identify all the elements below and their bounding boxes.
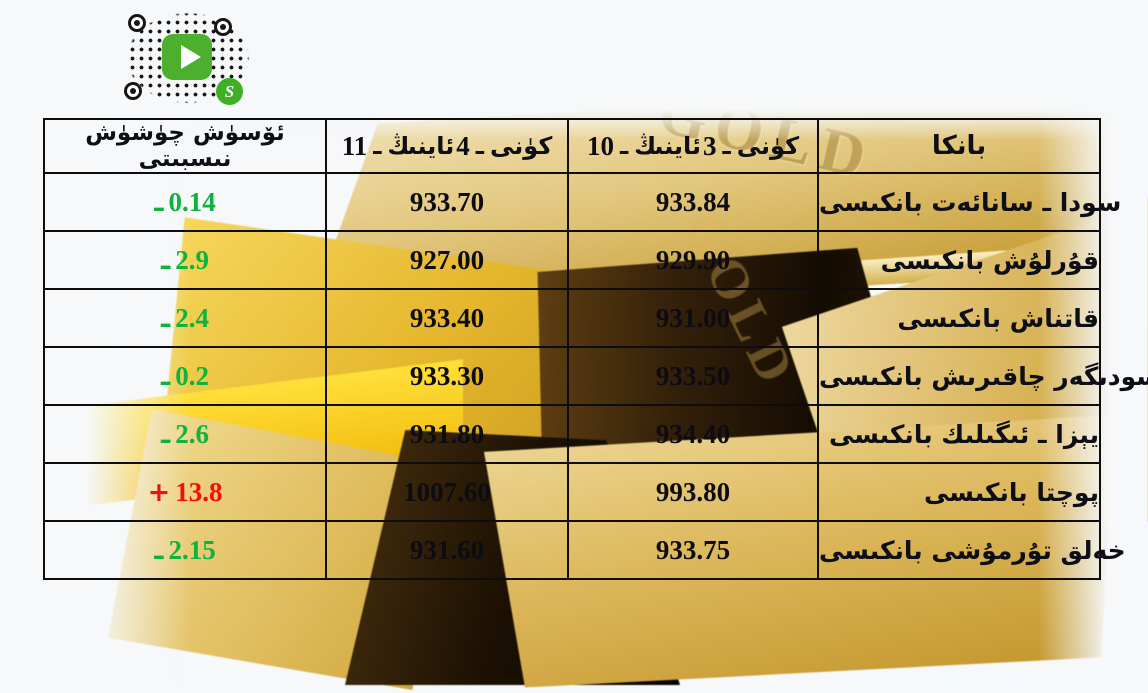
old-price-cell: 931.00	[567, 288, 819, 348]
table-row: ـ 0.14 933.70 933.84 سودا ـ سانائەت بانكى…	[43, 172, 1121, 232]
table-row: ـ 2.9 927.00 929.90 قۇرلۇش بانكىسى	[43, 230, 1101, 290]
play-button-logo-icon	[162, 34, 212, 80]
qr-eye-icon	[128, 14, 146, 32]
new-price-cell: 931.80	[325, 404, 569, 464]
new-price-cell: 933.70	[325, 172, 569, 232]
change-cell: ـ 2.6	[43, 404, 327, 464]
new-price-cell: 933.30	[325, 346, 569, 406]
bank-cell: يېزا ـ ئىگىلىك بانكىسى	[817, 404, 1101, 464]
change-cell: ـ 2.9	[43, 230, 327, 290]
old-price-cell: 933.75	[567, 520, 819, 580]
new-price-cell: 931.60	[325, 520, 569, 580]
new-price-cell: 1007.60	[325, 462, 569, 522]
table-row: ـ 2.4 933.40 931.00 قاتناش بانكىسى	[43, 288, 1101, 348]
old-price-cell: 933.50	[567, 346, 819, 406]
old-price-cell: 934.40	[567, 404, 819, 464]
bank-cell: قاتناش بانكىسى	[817, 288, 1101, 348]
old-price-cell: 993.80	[567, 462, 819, 522]
change-cell: ـ 2.15	[43, 520, 327, 580]
header-change-ratio: ئۆسۈش چۈشۈش نىسبىتى	[43, 118, 327, 174]
new-price-cell: 927.00	[325, 230, 569, 290]
change-cell: ـ 2.4	[43, 288, 327, 348]
table-row: +13.8 1007.60 993.80 پوچتا بانكىسى	[43, 462, 1101, 522]
table-row: ـ 0.2 933.30 933.50 سودىگەر چاقىرىش بانكى…	[43, 346, 1148, 406]
header-old-date: 10 ـ ئاينىڭ 3 ـ كۈنى	[567, 118, 819, 174]
change-cell: ـ 0.2	[43, 346, 327, 406]
mini-program-qr-code: S	[112, 2, 264, 114]
bank-cell: پوچتا بانكىسى	[817, 462, 1101, 522]
header-new-date: 11 ـ ئاينىڭ 4 ـ كۈنى	[325, 118, 569, 174]
bank-cell: سودا ـ سانائەت بانكىسى	[817, 172, 1121, 232]
mini-program-icon: S	[216, 78, 243, 105]
change-cell: ـ 0.14	[43, 172, 327, 232]
change-cell: +13.8	[43, 462, 327, 522]
bank-cell: سودىگەر چاقىرىش بانكىسى	[817, 346, 1148, 406]
bank-cell: خەلق تۇرمۇشى بانكىسى	[817, 520, 1126, 580]
table-row: ـ 2.15 931.60 933.75 خەلق تۇرمۇشى بانكىسى	[43, 520, 1126, 580]
gold-price-table: ئۆسۈش چۈشۈش نىسبىتى 11 ـ ئاينىڭ 4 ـ كۈنى 10 ـ ئ…	[43, 118, 1148, 580]
bank-cell: قۇرلۇش بانكىسى	[817, 230, 1101, 290]
header-row: ئۆسۈش چۈشۈش نىسبىتى 11 ـ ئاينىڭ 4 ـ كۈنى 10 ـ ئ…	[43, 118, 1101, 174]
header-bank: بانكا	[817, 118, 1101, 174]
new-price-cell: 933.40	[325, 288, 569, 348]
old-price-cell: 933.84	[567, 172, 819, 232]
old-price-cell: 929.90	[567, 230, 819, 290]
table-row: ـ 2.6 931.80 934.40 يېزا ـ ئىگىلىك بانكىس…	[43, 404, 1101, 464]
qr-eye-icon	[124, 82, 142, 100]
qr-eye-icon	[214, 18, 232, 36]
